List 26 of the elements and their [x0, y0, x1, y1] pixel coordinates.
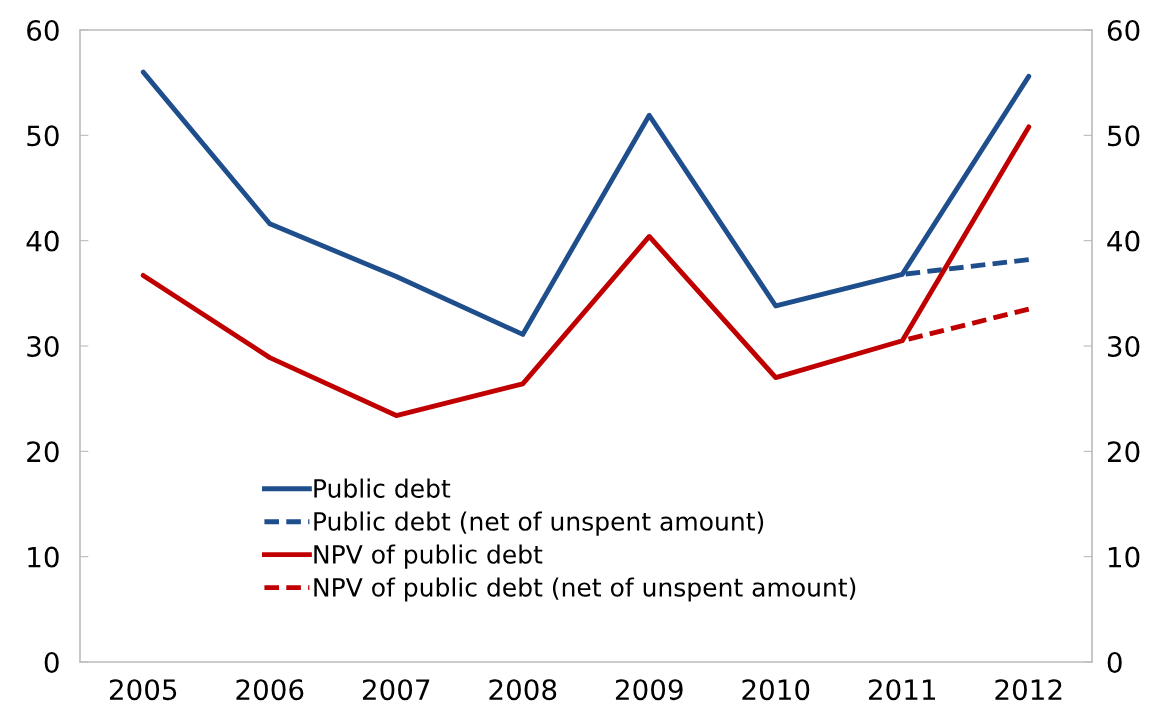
x-tick-label: 2009: [615, 679, 683, 701]
x-tick-label: 2005: [109, 679, 177, 701]
y-tick-label: 50: [27, 125, 59, 147]
y2-tick-label: 10: [1108, 546, 1140, 568]
y2-tick-label: 30: [1108, 335, 1140, 357]
x-tick-label: 2010: [742, 679, 810, 701]
legend-label: Public debt: [314, 478, 451, 498]
y2-tick-label: 60: [1107, 19, 1140, 41]
x-tick-label: 2006: [236, 679, 304, 701]
x-tick-label: 2012: [995, 679, 1062, 701]
y-tick-label: 10: [28, 546, 59, 568]
x-tick-label: 2008: [489, 679, 557, 701]
x-tick-label: 2011: [868, 679, 936, 701]
y-tick-label: 40: [26, 230, 59, 252]
y-tick-label: 20: [27, 441, 59, 463]
y-tick-label: 0: [44, 651, 59, 673]
legend-label: Public debt (net of unspent amount): [314, 511, 764, 536]
y-tick-label: 30: [27, 335, 59, 357]
y2-tick-label: 0: [1107, 651, 1122, 673]
legend-label: NPV of public debt: [314, 544, 543, 569]
y2-tick-label: 40: [1107, 230, 1140, 252]
legend-label: NPV of public debt (net of unspent amount): [314, 577, 856, 602]
y-tick-label: 60: [27, 19, 59, 41]
x-tick-label: 2007: [362, 679, 430, 701]
y2-tick-label: 50: [1108, 125, 1140, 147]
y2-tick-label: 20: [1107, 441, 1140, 463]
